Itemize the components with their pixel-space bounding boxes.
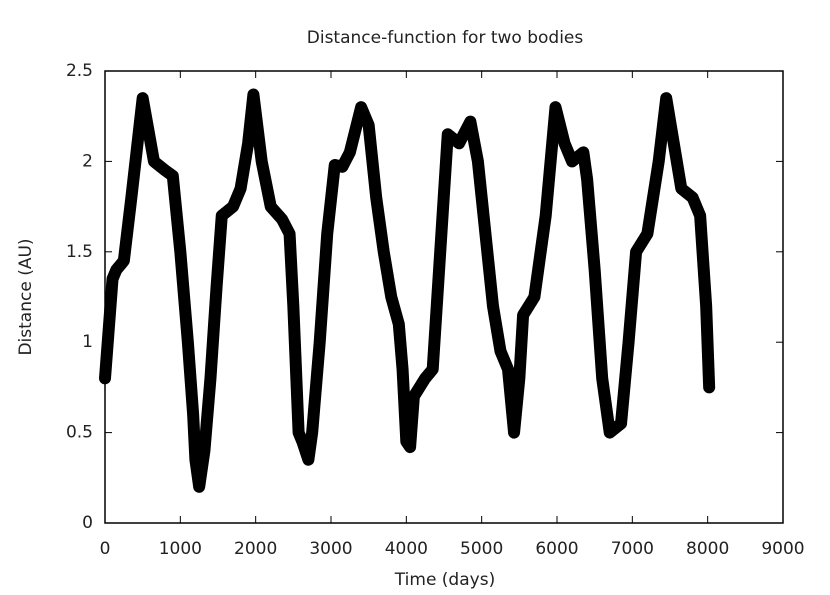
y-tick-label: 2.5 <box>66 61 93 81</box>
y-tick-label: 2 <box>82 151 93 171</box>
plot-frame <box>104 70 784 524</box>
x-tick-label: 0 <box>100 539 111 559</box>
chart-title: Distance-function for two bodies <box>307 28 584 48</box>
x-tick-label: 4000 <box>385 539 428 559</box>
x-tick-label: 9000 <box>761 539 804 559</box>
x-tick-label: 6000 <box>535 539 578 559</box>
y-tick-label: 0 <box>82 513 93 533</box>
x-axis-label: Time (days) <box>394 570 495 590</box>
x-tick-label: 1000 <box>159 539 202 559</box>
y-tick-label: 1 <box>82 332 93 352</box>
y-tick-label: 0.5 <box>66 423 93 443</box>
x-tick-label: 2000 <box>234 539 277 559</box>
x-tick-label: 3000 <box>309 539 352 559</box>
data-line <box>99 88 716 493</box>
y-axis-label: Distance (AU) <box>16 238 36 355</box>
x-tick-label: 5000 <box>460 539 503 559</box>
x-tick-label: 7000 <box>611 539 654 559</box>
x-tick-label: 8000 <box>686 539 729 559</box>
y-tick-label: 1.5 <box>66 242 93 262</box>
